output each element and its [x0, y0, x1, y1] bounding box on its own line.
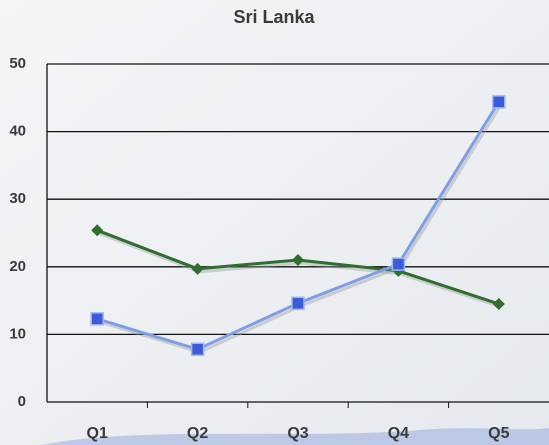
- x-tick-label: Q2: [187, 425, 208, 442]
- marker: [190, 342, 205, 357]
- chart-title: Sri Lanka: [233, 7, 315, 27]
- y-tick-label: 0: [18, 393, 26, 410]
- y-tick-label: 30: [9, 190, 26, 207]
- x-tick-label: Q4: [388, 425, 409, 442]
- marker: [91, 224, 104, 237]
- y-tick-label: 20: [9, 258, 26, 275]
- marker: [90, 312, 104, 326]
- y-tick-label: 40: [9, 123, 26, 140]
- x-tick-label: Q1: [87, 425, 108, 442]
- y-tick-label: 10: [9, 325, 26, 342]
- decoration-swoosh: [40, 428, 549, 445]
- y-tick-label: 50: [9, 55, 26, 72]
- marker: [291, 296, 305, 311]
- x-tick-label: Q3: [287, 425, 308, 442]
- marker: [292, 254, 304, 267]
- marker: [492, 297, 505, 310]
- marker: [492, 95, 506, 109]
- marker: [391, 257, 406, 271]
- x-tick-label: Q5: [488, 425, 509, 442]
- marker: [191, 262, 204, 275]
